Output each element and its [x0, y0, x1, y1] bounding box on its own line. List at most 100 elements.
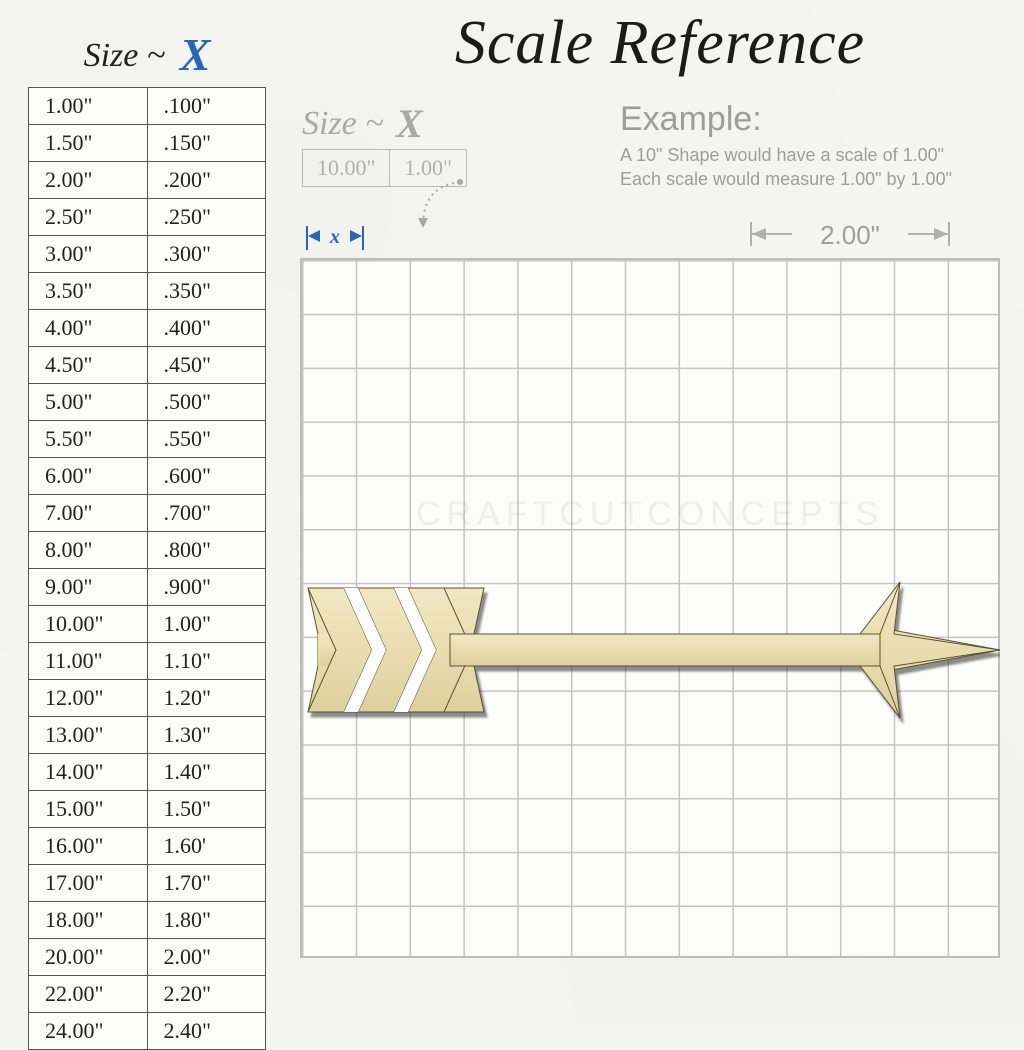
size-table-body: 1.00".100"1.50".150"2.00".200"2.50".250"…	[28, 87, 266, 1050]
size-cell: 10.00"	[29, 606, 148, 643]
scale-cell: 1.20"	[147, 680, 266, 717]
page-title: Scale Reference	[320, 8, 1000, 79]
table-row: 13.00"1.30"	[29, 717, 266, 754]
table-row: 12.00"1.20"	[29, 680, 266, 717]
scale-cell: .250"	[147, 199, 266, 236]
table-row: 2.00".200"	[29, 162, 266, 199]
table-row: 6.00".600"	[29, 458, 266, 495]
legend-label-accent: X	[396, 101, 423, 146]
size-cell: 6.00"	[29, 458, 148, 495]
scale-cell: .900"	[147, 569, 266, 606]
table-row: 17.00"1.70"	[29, 865, 266, 902]
scale-cell: 1.00"	[147, 606, 266, 643]
table-row: 7.00".700"	[29, 495, 266, 532]
two-inch-label: 2.00"	[750, 220, 950, 251]
table-row: 3.50".350"	[29, 273, 266, 310]
scale-cell: .450"	[147, 347, 266, 384]
size-cell: 16.00"	[29, 828, 148, 865]
size-cell: 20.00"	[29, 939, 148, 976]
table-row: 1.00".100"	[29, 88, 266, 125]
size-cell: 9.00"	[29, 569, 148, 606]
table-row: 4.00".400"	[29, 310, 266, 347]
example-block: Example: A 10" Shape would have a scale …	[620, 100, 1000, 192]
table-row: 14.00"1.40"	[29, 754, 266, 791]
table-row: 5.00".500"	[29, 384, 266, 421]
table-row: 2.50".250"	[29, 199, 266, 236]
scale-cell: 2.00"	[147, 939, 266, 976]
size-header-prefix: Size ~	[84, 37, 174, 74]
x-width-indicator: x	[300, 214, 370, 264]
table-row: 8.00".800"	[29, 532, 266, 569]
scale-cell: .300"	[147, 236, 266, 273]
legend-cell-scale: 1.00"	[390, 150, 466, 187]
size-cell: 8.00"	[29, 532, 148, 569]
size-cell: 4.00"	[29, 310, 148, 347]
scale-cell: .150"	[147, 125, 266, 162]
scale-cell: .550"	[147, 421, 266, 458]
scale-cell: 1.80"	[147, 902, 266, 939]
scale-cell: .100"	[147, 88, 266, 125]
table-row: 4.50".450"	[29, 347, 266, 384]
size-table: Size ~ X 1.00".100"1.50".150"2.00".200"2…	[28, 28, 266, 1050]
scale-cell: 1.40"	[147, 754, 266, 791]
scale-cell: .200"	[147, 162, 266, 199]
table-row: 16.00"1.60'	[29, 828, 266, 865]
scale-cell: .350"	[147, 273, 266, 310]
size-cell: 2.00"	[29, 162, 148, 199]
legend-block: Size ~ X 10.00" 1.00"	[302, 100, 467, 187]
legend-label-prefix: Size ~	[302, 105, 392, 142]
scale-cell: .600"	[147, 458, 266, 495]
size-header-accent: X	[180, 29, 211, 80]
scale-cell: .700"	[147, 495, 266, 532]
scale-cell: .400"	[147, 310, 266, 347]
table-row: 11.00"1.10"	[29, 643, 266, 680]
table-row: 22.00"2.20"	[29, 976, 266, 1013]
table-row: 3.00".300"	[29, 236, 266, 273]
size-cell: 18.00"	[29, 902, 148, 939]
table-row: 9.00".900"	[29, 569, 266, 606]
example-line-1: A 10" Shape would have a scale of 1.00"	[620, 143, 1000, 167]
table-row: 20.00"2.00"	[29, 939, 266, 976]
size-cell: 7.00"	[29, 495, 148, 532]
size-cell: 11.00"	[29, 643, 148, 680]
size-cell: 3.00"	[29, 236, 148, 273]
size-cell: 2.50"	[29, 199, 148, 236]
scale-cell: 1.10"	[147, 643, 266, 680]
size-cell: 17.00"	[29, 865, 148, 902]
size-cell: 13.00"	[29, 717, 148, 754]
size-cell: 1.00"	[29, 88, 148, 125]
scale-cell: 1.30"	[147, 717, 266, 754]
table-row: 5.50".550"	[29, 421, 266, 458]
reference-grid	[300, 258, 1000, 958]
legend-cell-size: 10.00"	[303, 150, 390, 187]
size-table-header: Size ~ X	[28, 28, 266, 81]
scale-cell: 1.50"	[147, 791, 266, 828]
example-title: Example:	[620, 100, 1000, 139]
size-cell: 1.50"	[29, 125, 148, 162]
table-row: 24.00"2.40"	[29, 1013, 266, 1050]
size-cell: 24.00"	[29, 1013, 148, 1050]
table-row: 15.00"1.50"	[29, 791, 266, 828]
scale-cell: 1.70"	[147, 865, 266, 902]
scale-cell: 2.40"	[147, 1013, 266, 1050]
scale-cell: .800"	[147, 532, 266, 569]
legend-size-label: Size ~ X	[302, 100, 467, 147]
table-row: 18.00"1.80"	[29, 902, 266, 939]
scale-cell: 1.60'	[147, 828, 266, 865]
size-cell: 4.50"	[29, 347, 148, 384]
size-cell: 3.50"	[29, 273, 148, 310]
table-row: 1.50".150"	[29, 125, 266, 162]
scale-cell: .500"	[147, 384, 266, 421]
size-cell: 5.50"	[29, 421, 148, 458]
table-row: 10.00"1.00"	[29, 606, 266, 643]
x-indicator-label: x	[300, 226, 370, 249]
size-cell: 14.00"	[29, 754, 148, 791]
size-cell: 15.00"	[29, 791, 148, 828]
size-cell: 12.00"	[29, 680, 148, 717]
dotted-arrow-icon	[415, 178, 495, 238]
size-cell: 22.00"	[29, 976, 148, 1013]
example-line-2: Each scale would measure 1.00" by 1.00"	[620, 167, 1000, 191]
legend-example-table: 10.00" 1.00"	[302, 149, 467, 187]
two-inch-indicator: 2.00"	[750, 214, 950, 254]
size-cell: 5.00"	[29, 384, 148, 421]
